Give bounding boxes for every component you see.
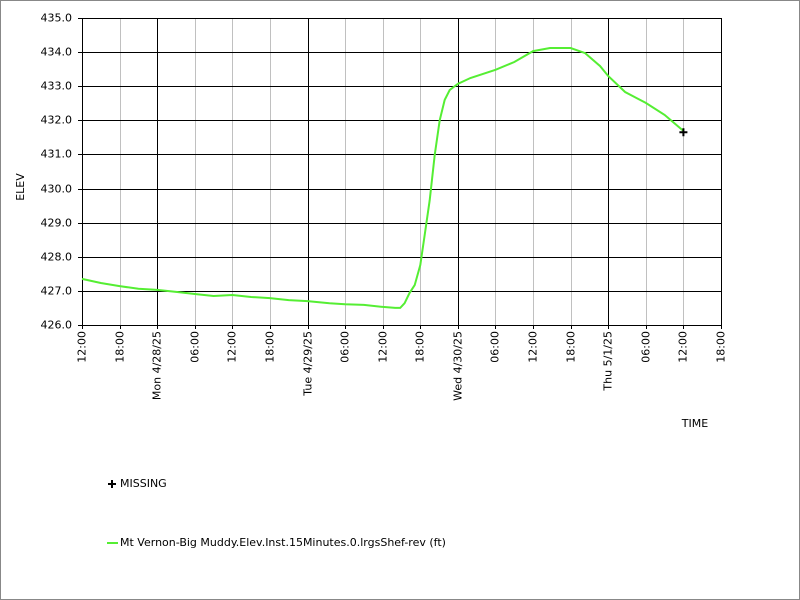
x-tick-label: Thu 5/1/25: [602, 331, 615, 392]
y-tick-label: 435.0: [41, 12, 73, 25]
legend-symbol: [108, 480, 116, 488]
y-tick-label: 432.0: [41, 114, 73, 127]
y-tick-label: 428.0: [41, 251, 73, 264]
y-tick-label: 426.0: [41, 319, 73, 332]
x-tick-label: 06:00: [339, 331, 352, 363]
x-tick-label: 06:00: [489, 331, 502, 363]
x-tick-label: 18:00: [114, 331, 127, 363]
x-tick-label: 18:00: [565, 331, 578, 363]
x-tick-label: 06:00: [189, 331, 202, 363]
plot-border: [82, 18, 722, 326]
legend-label: MISSING: [120, 477, 167, 490]
x-tick-label: 06:00: [640, 331, 653, 363]
y-tick-label: 427.0: [41, 285, 73, 298]
x-tick-label: 12:00: [527, 331, 540, 363]
legend-label: Mt Vernon-Big Muddy.Elev.Inst.15Minutes.…: [120, 536, 446, 549]
x-tick-label: Wed 4/30/25: [452, 331, 465, 401]
x-tick-label: 12:00: [677, 331, 690, 363]
y-tick-label: 434.0: [41, 46, 73, 59]
y-tick-label: 429.0: [41, 217, 73, 230]
x-tick-label: 12:00: [76, 331, 89, 363]
y-tick-label: 430.0: [41, 183, 73, 196]
x-tick-label: Mon 4/28/25: [151, 331, 164, 400]
x-tick-label: 18:00: [414, 331, 427, 363]
data-line: [81, 47, 685, 309]
x-tick-label: Tue 4/29/25: [302, 331, 315, 397]
x-tick-label: 12:00: [377, 331, 390, 363]
x-tick-label: 18:00: [264, 331, 277, 363]
missing-marker: [679, 128, 688, 137]
x-axis-title: TIME: [681, 417, 708, 430]
x-tick-label: 12:00: [226, 331, 239, 363]
x-tick-label: 18:00: [715, 331, 728, 363]
y-tick-label: 433.0: [41, 80, 73, 93]
y-tick-label: 431.0: [41, 148, 73, 161]
y-axis-title: ELEV: [14, 173, 27, 201]
